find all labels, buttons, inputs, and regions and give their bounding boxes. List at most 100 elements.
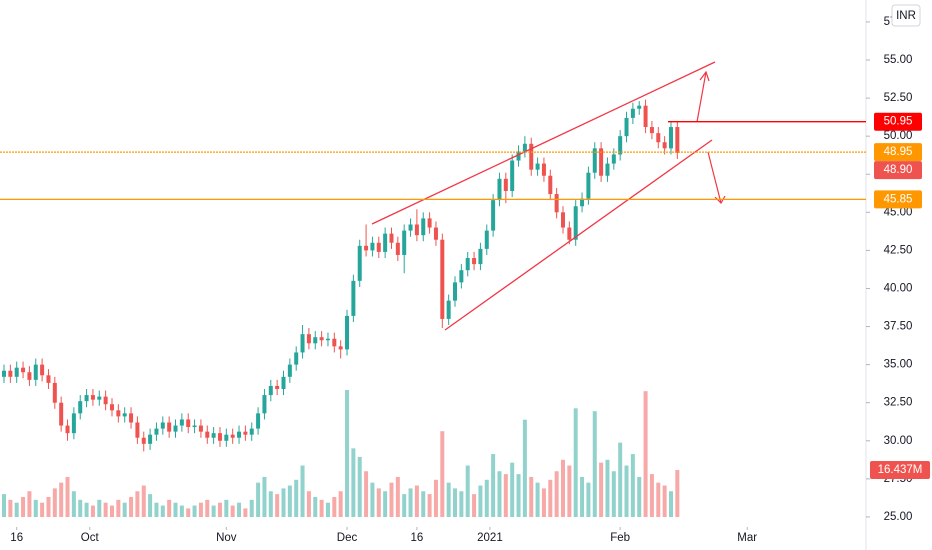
volume-bar bbox=[446, 482, 451, 517]
volume-bar bbox=[472, 494, 477, 517]
candle-body bbox=[237, 431, 242, 438]
volume-bar bbox=[211, 505, 216, 517]
arrow-down bbox=[707, 151, 722, 204]
candle-body bbox=[167, 422, 172, 432]
candle-body bbox=[656, 133, 661, 143]
candle-body bbox=[281, 376, 286, 389]
candle-body bbox=[287, 364, 292, 377]
volume-bar bbox=[65, 476, 70, 517]
volume-bar bbox=[630, 454, 635, 517]
candle-body bbox=[97, 396, 102, 400]
candle-body bbox=[198, 425, 203, 432]
volume-bar bbox=[478, 485, 483, 517]
candle-body bbox=[294, 352, 299, 365]
candle-body bbox=[560, 212, 565, 228]
candle-body bbox=[548, 175, 553, 195]
volume-bar bbox=[109, 505, 114, 517]
volume-bar bbox=[21, 496, 26, 517]
volume-bar bbox=[217, 502, 222, 517]
volume-bar bbox=[90, 505, 95, 517]
candle-body bbox=[478, 248, 483, 265]
volume-bar bbox=[300, 465, 305, 517]
y-tick-label: 35.00 bbox=[884, 359, 913, 371]
volume-bar bbox=[313, 496, 318, 517]
volume-bar bbox=[440, 431, 445, 517]
candle-body bbox=[306, 334, 311, 344]
candle-body bbox=[78, 401, 83, 414]
candle-body bbox=[243, 431, 248, 435]
candle-body bbox=[52, 382, 57, 403]
volume-bar bbox=[421, 491, 426, 517]
volume-bar bbox=[129, 496, 134, 517]
candle-body bbox=[465, 258, 470, 271]
y-tick-label: 37.50 bbox=[884, 321, 913, 333]
volume-bar bbox=[319, 499, 324, 517]
candle-body bbox=[205, 431, 210, 438]
wedge-upper bbox=[371, 61, 716, 225]
volume-bar bbox=[281, 488, 286, 517]
axis-layer: 25.0027.5030.0032.5035.0037.5040.0042.50… bbox=[10, 16, 930, 544]
candle-body bbox=[59, 402, 64, 426]
candle-body bbox=[389, 233, 394, 243]
volume-bar bbox=[427, 494, 432, 517]
volume-bar bbox=[78, 499, 83, 517]
candle-body bbox=[453, 282, 458, 301]
candle-body bbox=[472, 258, 477, 265]
volume-bar bbox=[345, 390, 350, 517]
volume-bar bbox=[84, 502, 89, 517]
volume-bar bbox=[97, 499, 102, 517]
candle-body bbox=[345, 315, 350, 350]
price-badge-label: 45.85 bbox=[884, 193, 913, 205]
candle-body bbox=[186, 419, 191, 428]
volume-bar bbox=[186, 508, 191, 517]
candle-body bbox=[541, 163, 546, 176]
candle-body bbox=[573, 206, 578, 240]
currency: INR bbox=[896, 10, 916, 22]
volume-bar bbox=[262, 476, 267, 517]
volume-bar bbox=[618, 442, 623, 517]
candle-body bbox=[351, 280, 356, 316]
candle-body bbox=[160, 422, 165, 429]
volume-bar bbox=[59, 482, 64, 517]
volume-bar bbox=[459, 491, 464, 517]
volume-bar bbox=[122, 502, 127, 517]
candle-body bbox=[192, 425, 197, 428]
volume-bar bbox=[160, 505, 165, 517]
candle-body bbox=[427, 218, 432, 228]
volume-bar bbox=[2, 494, 7, 517]
candle-body bbox=[249, 428, 254, 435]
volume-bar bbox=[103, 502, 108, 517]
volume-bar bbox=[167, 499, 172, 517]
candle-body bbox=[103, 396, 108, 405]
volume-bar bbox=[8, 499, 13, 517]
candle-body bbox=[376, 242, 381, 252]
candle-body bbox=[383, 233, 388, 252]
volume-bar bbox=[611, 471, 616, 517]
volume-bar bbox=[224, 499, 229, 517]
candle-body bbox=[446, 300, 451, 319]
volume-bar bbox=[414, 485, 419, 517]
volume-bar bbox=[465, 465, 470, 517]
candle-body bbox=[637, 105, 642, 109]
price-badge bbox=[874, 143, 922, 162]
y-tick-label: 55.00 bbox=[884, 54, 913, 66]
volume-bar bbox=[332, 496, 337, 517]
volume-bar bbox=[364, 471, 369, 517]
candle-body bbox=[40, 364, 45, 376]
candle-body bbox=[148, 434, 153, 444]
volume-bar bbox=[668, 491, 673, 517]
candle-body bbox=[580, 198, 585, 207]
candle-body bbox=[624, 117, 629, 137]
candle-body bbox=[275, 385, 280, 389]
volume-bar bbox=[237, 502, 242, 517]
candle-body bbox=[332, 338, 337, 347]
candle-body bbox=[154, 428, 159, 435]
candle-body bbox=[300, 334, 305, 353]
volume-bar bbox=[605, 459, 610, 517]
candle-body bbox=[586, 172, 591, 199]
y-tick-label: 52.50 bbox=[884, 92, 913, 104]
volume-bar bbox=[484, 479, 489, 517]
volume-bar bbox=[649, 474, 654, 517]
